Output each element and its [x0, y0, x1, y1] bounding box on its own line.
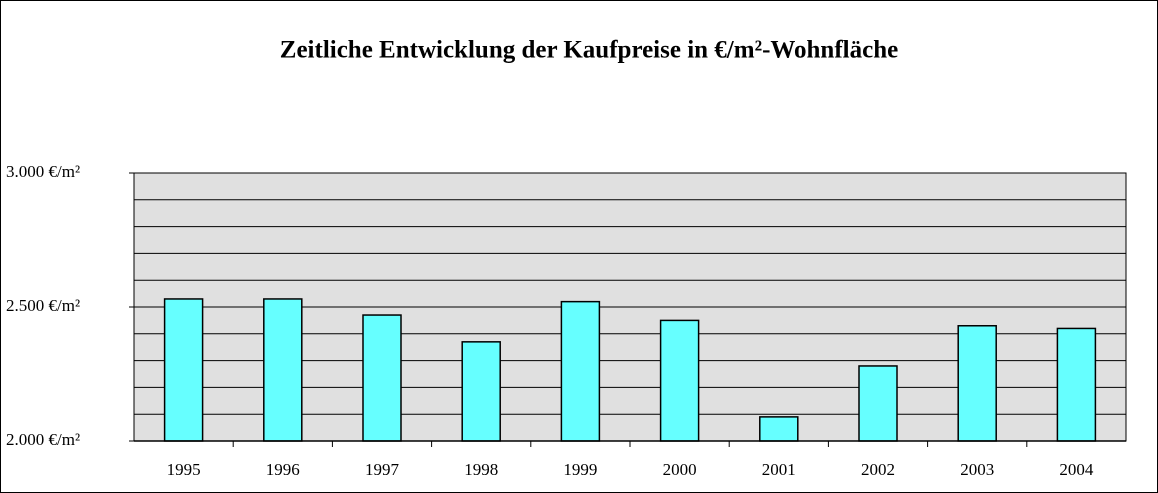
y-tick-label: 3.000 €/m²	[6, 162, 80, 181]
x-tick-label: 1997	[365, 460, 400, 479]
x-tick-label: 2000	[663, 460, 697, 479]
x-tick-label: 1999	[563, 460, 597, 479]
bar	[263, 298, 303, 442]
bar	[858, 365, 898, 442]
x-tick-label: 1995	[167, 460, 201, 479]
x-tick-label: 1998	[464, 460, 498, 479]
bar	[163, 298, 204, 442]
x-tick-label: 2002	[861, 460, 895, 479]
bar	[362, 314, 402, 442]
bar	[1056, 327, 1097, 442]
x-tick-label: 2004	[1059, 460, 1094, 479]
y-tick-label: 2.500 €/m²	[6, 296, 80, 315]
x-tick-label: 2003	[960, 460, 994, 479]
x-tick-label: 2001	[762, 460, 796, 479]
bar	[461, 341, 501, 442]
y-tick-label: 2.000 €/m²	[6, 430, 80, 449]
chart-title: Zeitliche Entwicklung der Kaufpreise in …	[280, 37, 898, 64]
x-tick-label: 1996	[266, 460, 300, 479]
bar	[560, 300, 601, 442]
bar	[759, 416, 799, 442]
bar	[659, 319, 700, 442]
bar	[957, 325, 997, 442]
